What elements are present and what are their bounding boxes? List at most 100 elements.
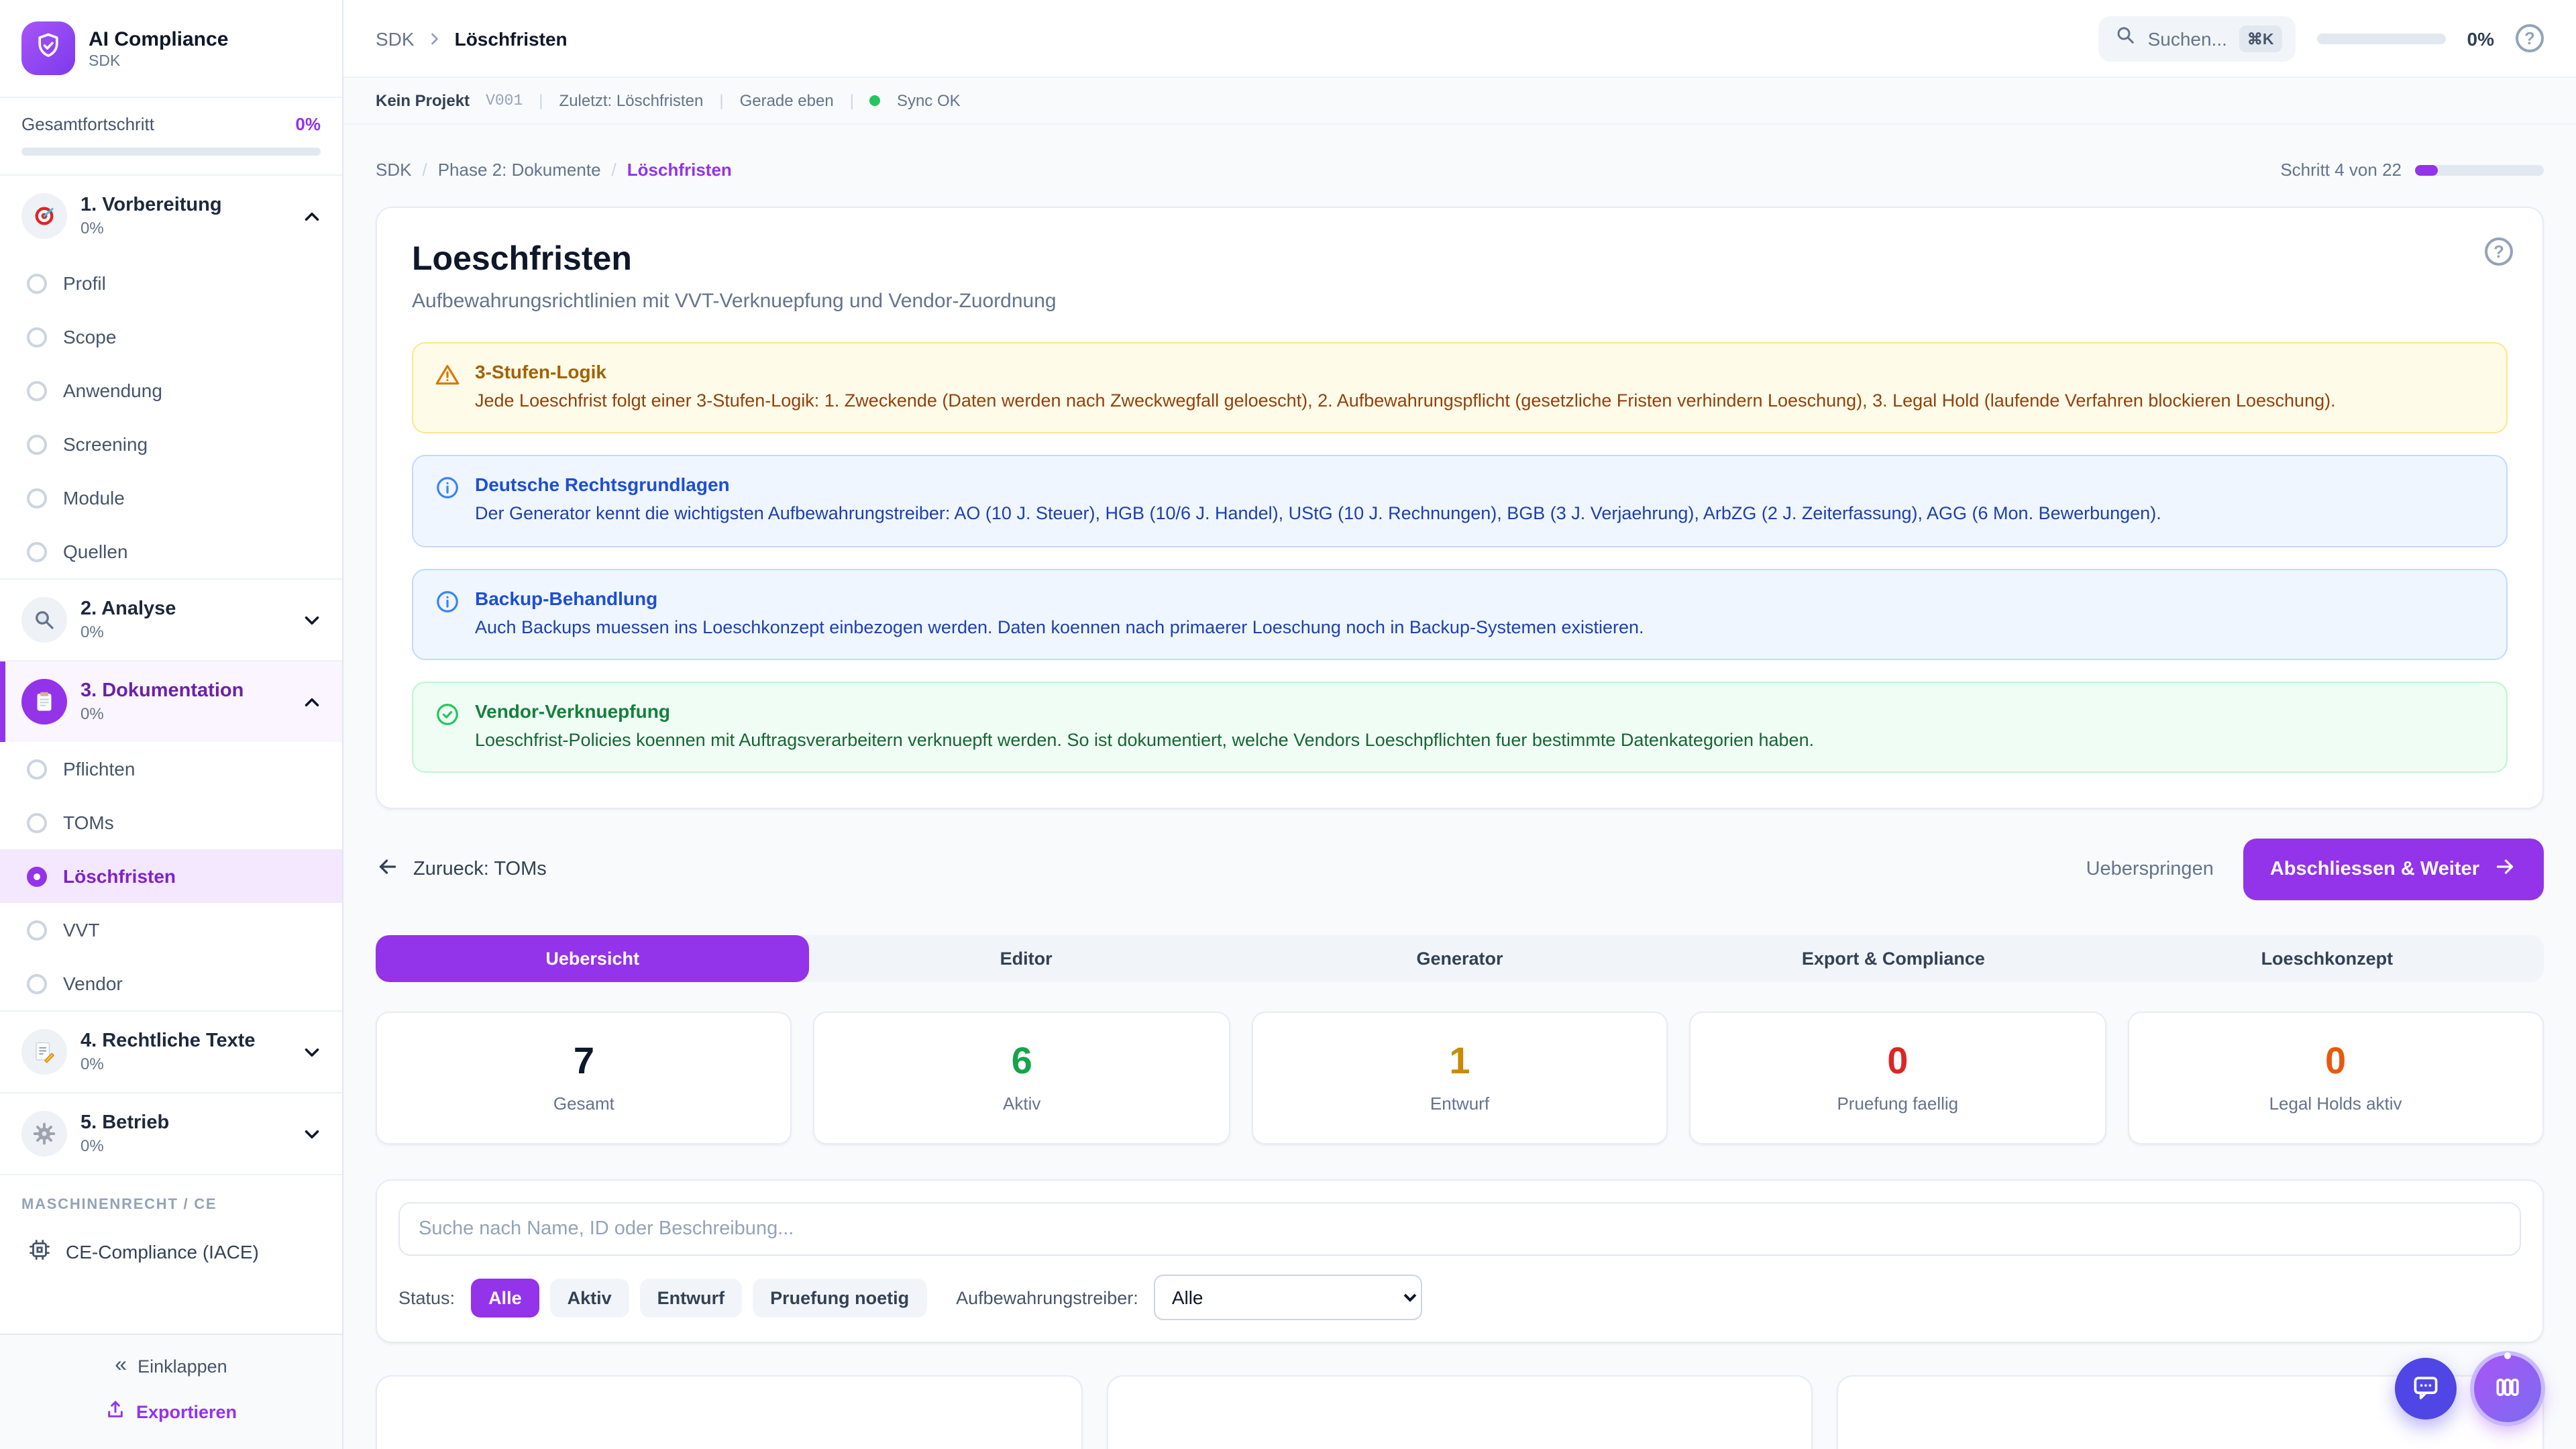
sidebar-item-scope[interactable]: Scope — [0, 310, 342, 364]
sidebar-item-anwendung[interactable]: Anwendung — [0, 364, 342, 417]
skip-button[interactable]: Ueberspringen — [2086, 859, 2214, 880]
alerts-list: 3-Stufen-Logik Jede Loeschfrist folgt ein… — [412, 342, 2508, 773]
tab-uebersicht[interactable]: Uebersicht — [376, 935, 810, 982]
filter-row: Status: Alle Aktiv Entwurf Pruefung noetig … — [398, 1275, 2521, 1320]
sidebar-item-toms[interactable]: TOMs — [0, 796, 342, 849]
sidebar-phase-group-3-dokumentation: 3. Dokumentation 0% Pflichten TOMs Löschfris… — [0, 661, 342, 1012]
sidebar-item-label: Löschfristen — [63, 865, 176, 887]
status-pill-aktiv[interactable]: Aktiv — [549, 1278, 629, 1317]
sidebar-item-vendor[interactable]: Vendor — [0, 957, 342, 1010]
sidebar-footer: « Einklappen Exportieren — [0, 1334, 342, 1449]
overall-progress-value: 0% — [295, 114, 321, 134]
chat-bubble-icon — [2411, 1372, 2440, 1405]
step-status-circle — [27, 380, 47, 400]
sidebar-phase-group-2-analyse: 2. Analyse 0% — [0, 580, 342, 661]
main-area: SDK Löschfristen Suchen... ⌘K 0% ? — [343, 0, 2576, 1449]
back-button[interactable]: Zurueck: TOMs — [376, 855, 547, 884]
step-progress-track — [2415, 164, 2544, 175]
alert-title: 3-Stufen-Logik — [475, 361, 606, 382]
floating-buttons — [2395, 1352, 2541, 1422]
sidebar-item-label: Anwendung — [63, 380, 162, 401]
sidebar-item-quellen[interactable]: Quellen — [0, 525, 342, 578]
statusbar: Kein Projekt V001 | Zuletzt: Löschfriste… — [343, 78, 2576, 125]
phase-percent: 0% — [80, 623, 104, 641]
chat-assistant-button[interactable] — [2395, 1358, 2457, 1419]
export-button[interactable]: Exportieren — [105, 1399, 237, 1425]
memo-icon — [21, 1029, 67, 1075]
sidebar-phase-3-dokumentation[interactable]: 3. Dokumentation 0% — [0, 661, 342, 742]
sidebar-item-profil[interactable]: Profil — [0, 256, 342, 310]
tab-export-compliance[interactable]: Export & Compliance — [1801, 949, 1985, 969]
finish-next-button[interactable]: Abschliessen & Weiter — [2243, 839, 2544, 900]
app-title: AI Compliance — [89, 28, 229, 50]
phase-label: 2. Analyse — [80, 598, 176, 620]
view-tabs: Uebersicht Editor Generator Export & Compli… — [376, 935, 2544, 982]
target-icon — [21, 193, 67, 239]
page-header-card: Loeschfristen Aufbewahrungsrichtlinien m… — [376, 207, 2544, 809]
chevron-down-icon — [301, 608, 323, 631]
status-filter-label: Status: — [398, 1287, 455, 1307]
phase-percent: 0% — [80, 1055, 104, 1073]
tab-loeschkonzept[interactable]: Loeschkonzept — [2261, 949, 2394, 969]
project-name: Kein Projekt — [376, 91, 470, 110]
stat-value: 0 — [1887, 1040, 1909, 1081]
magnifier-icon — [21, 597, 67, 643]
status-pill-pruefung-noetig[interactable]: Pruefung noetig — [753, 1278, 927, 1317]
collapse-sidebar-button[interactable]: « Einklappen — [115, 1354, 227, 1377]
stat-label: Gesamt — [553, 1093, 614, 1114]
tab-generator[interactable]: Generator — [1416, 949, 1503, 969]
status-pill-entwurf[interactable]: Entwurf — [639, 1278, 743, 1317]
aufbewahrungstreiber-select[interactable]: Alle — [1154, 1275, 1423, 1320]
sidebar-item-screening[interactable]: Screening — [0, 417, 342, 471]
alert-text: Auch Backups muessen ins Loeschkonzept e… — [475, 616, 1644, 637]
sidebar-item-ce-compliance[interactable]: CE-Compliance (IACE) — [21, 1226, 321, 1277]
search-shortcut-kbd: ⌘K — [2239, 25, 2282, 52]
card-help-icon[interactable]: ? — [2485, 237, 2513, 266]
chevron-down-icon — [301, 1040, 323, 1063]
step-status-circle — [27, 812, 47, 833]
phase-percent: 0% — [80, 1136, 104, 1155]
sidebar-item-label: TOMs — [63, 812, 114, 833]
chevron-up-icon — [301, 205, 323, 227]
policy-card[interactable] — [1106, 1375, 1813, 1449]
stat-card-pruefung-faellig: 0 Pruefung faellig — [1689, 1012, 2106, 1144]
policy-card[interactable] — [376, 1375, 1083, 1449]
board-view-button[interactable] — [2474, 1352, 2541, 1422]
global-search-button[interactable]: Suchen... ⌘K — [2098, 15, 2296, 61]
stat-card-entwurf: 1 Entwurf — [1251, 1012, 1668, 1144]
phase-items: Profil Scope Anwendung Screening Module Quell… — [0, 256, 342, 578]
crumb-sdk[interactable]: SDK — [376, 160, 412, 180]
topbar-breadcrumb: SDK Löschfristen — [376, 28, 568, 49]
sidebar-item-label: Screening — [63, 433, 148, 455]
tab-editor[interactable]: Editor — [1000, 949, 1053, 969]
sidebar-phase-5-betrieb[interactable]: 5. Betrieb 0% — [0, 1093, 342, 1174]
sidebar-phase-4-rechtliche-texte[interactable]: 4. Rechtliche Texte 0% — [0, 1012, 342, 1092]
step-indicator: Schritt 4 von 22 — [2280, 160, 2544, 180]
status-pill-alle[interactable]: Alle — [471, 1278, 539, 1317]
stat-card-legal-holds-aktiv: 0 Legal Holds aktiv — [2127, 1012, 2544, 1144]
step-status-circle — [27, 973, 47, 994]
gear-icon — [21, 1111, 67, 1157]
sidebar-phase-1-vorbereitung[interactable]: 1. Vorbereitung 0% — [0, 176, 342, 256]
sidebar-item-l-schfristen[interactable]: Löschfristen — [0, 849, 342, 903]
step-status-circle — [27, 327, 47, 347]
sidebar-phase-2-analyse[interactable]: 2. Analyse 0% — [0, 580, 342, 660]
sync-status-text: Sync OK — [896, 91, 961, 110]
help-icon[interactable]: ? — [2516, 24, 2544, 52]
policy-search-input[interactable] — [398, 1202, 2521, 1256]
check-circle-icon — [435, 702, 460, 755]
sidebar-item-pflichten[interactable]: Pflichten — [0, 742, 342, 796]
step-status-circle — [27, 273, 47, 293]
sidebar-item-vvt[interactable]: VVT — [0, 903, 342, 957]
sidebar-section-maschinenrecht: MASCHINENRECHT / CE CE-Compliance (IACE) — [0, 1175, 342, 1283]
alert-title: Backup-Behandlung — [475, 587, 658, 608]
overall-progress: Gesamtfortschritt 0% — [0, 98, 342, 176]
breadcrumb-root[interactable]: SDK — [376, 28, 415, 49]
crumb-phase[interactable]: Phase 2: Dokumente — [437, 160, 601, 180]
sync-status-dot — [869, 95, 881, 106]
phase-label: 1. Vorbereitung — [80, 195, 222, 216]
phase-items: Pflichten TOMs Löschfristen VVT Vendor — [0, 742, 342, 1010]
sidebar-item-module[interactable]: Module — [0, 471, 342, 525]
